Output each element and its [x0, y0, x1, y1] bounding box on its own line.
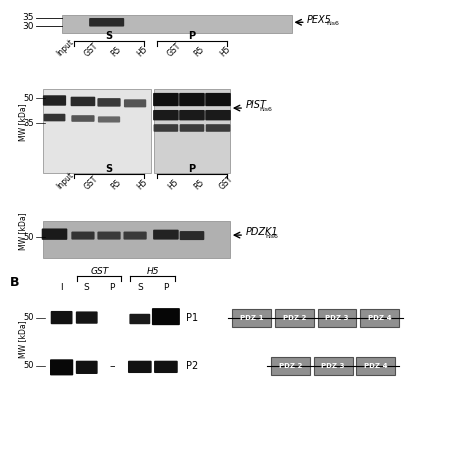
Text: P: P [109, 283, 115, 292]
Text: P: P [188, 164, 196, 174]
FancyBboxPatch shape [360, 309, 399, 327]
FancyBboxPatch shape [153, 110, 179, 120]
Text: MW [kDa]: MW [kDa] [18, 212, 27, 250]
Text: his6: his6 [265, 234, 278, 238]
Text: PDZK1: PDZK1 [246, 227, 278, 237]
FancyBboxPatch shape [98, 116, 120, 123]
Text: 35: 35 [23, 13, 34, 22]
FancyBboxPatch shape [205, 93, 231, 106]
Text: GST: GST [218, 174, 235, 191]
Text: 30: 30 [23, 22, 34, 30]
Text: H5: H5 [135, 177, 149, 191]
FancyBboxPatch shape [153, 230, 179, 240]
FancyBboxPatch shape [314, 357, 353, 375]
Text: PDZ 1: PDZ 1 [240, 315, 264, 320]
Text: S: S [137, 283, 143, 292]
Text: his6: his6 [260, 107, 273, 111]
FancyBboxPatch shape [232, 309, 271, 327]
Text: Input: Input [55, 171, 75, 191]
Text: PEX5: PEX5 [307, 15, 332, 25]
Bar [154, 89, 230, 173]
Text: PDZ 3: PDZ 3 [321, 363, 345, 369]
FancyBboxPatch shape [205, 110, 231, 120]
FancyBboxPatch shape [152, 308, 180, 325]
Text: P1: P1 [186, 312, 198, 323]
FancyBboxPatch shape [179, 110, 205, 120]
Text: GST: GST [90, 267, 109, 276]
FancyBboxPatch shape [89, 18, 124, 27]
Text: MW [kDa]: MW [kDa] [18, 103, 27, 141]
FancyBboxPatch shape [154, 361, 178, 373]
FancyBboxPatch shape [180, 124, 204, 132]
Text: PDZ 2: PDZ 2 [279, 363, 302, 369]
FancyBboxPatch shape [123, 232, 146, 240]
Bar [43, 89, 151, 173]
FancyBboxPatch shape [180, 231, 204, 240]
FancyBboxPatch shape [275, 309, 314, 327]
Text: PDZ 4: PDZ 4 [368, 315, 392, 320]
Text: P: P [163, 283, 169, 292]
Text: PDZ 3: PDZ 3 [325, 315, 349, 320]
FancyBboxPatch shape [43, 95, 66, 106]
Text: H5: H5 [166, 177, 180, 191]
Text: GST: GST [166, 41, 183, 58]
FancyBboxPatch shape [71, 97, 95, 106]
Text: 50: 50 [24, 313, 34, 322]
Text: R5: R5 [109, 177, 123, 191]
Text: I: I [60, 283, 63, 292]
FancyBboxPatch shape [76, 361, 98, 374]
FancyBboxPatch shape [98, 232, 120, 240]
Text: R5: R5 [192, 45, 206, 58]
FancyBboxPatch shape [42, 228, 67, 240]
FancyBboxPatch shape [318, 309, 356, 327]
Text: R5: R5 [192, 177, 206, 191]
Text: 50: 50 [24, 362, 34, 370]
Bar [62, 15, 292, 33]
FancyBboxPatch shape [71, 232, 94, 240]
FancyBboxPatch shape [206, 124, 230, 132]
FancyBboxPatch shape [44, 114, 65, 121]
FancyBboxPatch shape [153, 93, 179, 106]
Text: 50: 50 [24, 233, 34, 241]
FancyBboxPatch shape [271, 357, 310, 375]
Text: his6: his6 [327, 21, 339, 26]
FancyBboxPatch shape [179, 93, 205, 106]
Text: H5: H5 [218, 45, 232, 58]
FancyBboxPatch shape [124, 99, 146, 108]
Text: –: – [109, 361, 115, 371]
FancyBboxPatch shape [71, 115, 94, 122]
FancyBboxPatch shape [154, 124, 178, 132]
Text: H5: H5 [146, 267, 159, 276]
Text: 35: 35 [24, 119, 34, 128]
Text: S: S [84, 283, 90, 292]
Text: 50: 50 [24, 94, 34, 102]
FancyBboxPatch shape [50, 359, 73, 375]
Text: MW [kDa]: MW [kDa] [18, 320, 27, 358]
Text: H5: H5 [135, 45, 149, 58]
Text: B: B [9, 276, 19, 289]
Text: PDZ 2: PDZ 2 [283, 315, 306, 320]
FancyBboxPatch shape [356, 357, 395, 375]
FancyBboxPatch shape [129, 314, 150, 324]
FancyBboxPatch shape [51, 311, 73, 324]
FancyBboxPatch shape [76, 311, 98, 324]
Text: Input: Input [55, 38, 75, 58]
Text: GST: GST [83, 41, 100, 58]
Text: S: S [105, 31, 113, 42]
Bar [43, 221, 230, 258]
FancyBboxPatch shape [128, 361, 152, 373]
Text: S: S [105, 164, 113, 174]
Text: R5: R5 [109, 45, 123, 58]
Text: GST: GST [83, 174, 100, 191]
FancyBboxPatch shape [98, 98, 120, 107]
Text: P: P [188, 31, 196, 42]
Text: PIST: PIST [246, 100, 266, 110]
Text: PDZ 4: PDZ 4 [364, 363, 388, 369]
Text: P2: P2 [186, 361, 198, 371]
